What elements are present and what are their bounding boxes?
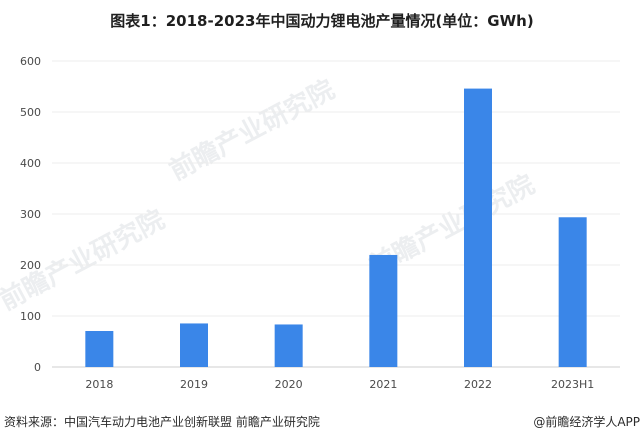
bar-chart: 0 100 200 300 400 500 600 2018 2019 2020 2021 2022 2… <box>20 55 620 391</box>
footer: 资料来源：中国汽车动力电池产业创新联盟 前瞻产业研究院 @前瞻经济学人APP <box>0 408 644 440</box>
y-tick-label: 400 <box>20 157 41 170</box>
y-tick-label: 0 <box>34 361 41 374</box>
x-tick-label: 2019 <box>180 378 208 391</box>
x-tick-label: 2020 <box>275 378 303 391</box>
x-tick-label: 2018 <box>85 378 113 391</box>
brand-credit: @前瞻经济学人APP <box>533 415 640 429</box>
y-tick-label: 500 <box>20 106 41 119</box>
bar <box>369 254 398 367</box>
x-tick-label: 2023H1 <box>551 378 594 391</box>
y-tick-label: 100 <box>20 310 41 323</box>
x-tick-label: 2022 <box>464 378 492 391</box>
bar <box>464 88 492 367</box>
y-tick-label: 600 <box>20 55 41 68</box>
y-tick-label: 200 <box>20 259 41 272</box>
bar <box>558 217 587 367</box>
chart-title: 图表1：2018-2023年中国动力锂电池产量情况(单位：GWh) <box>110 12 534 30</box>
bar <box>180 323 208 367</box>
bar <box>85 330 114 367</box>
y-tick-label: 300 <box>20 208 41 221</box>
bar <box>274 324 303 367</box>
x-tick-label: 2021 <box>369 378 397 391</box>
source-note: 资料来源：中国汽车动力电池产业创新联盟 前瞻产业研究院 <box>4 415 320 429</box>
